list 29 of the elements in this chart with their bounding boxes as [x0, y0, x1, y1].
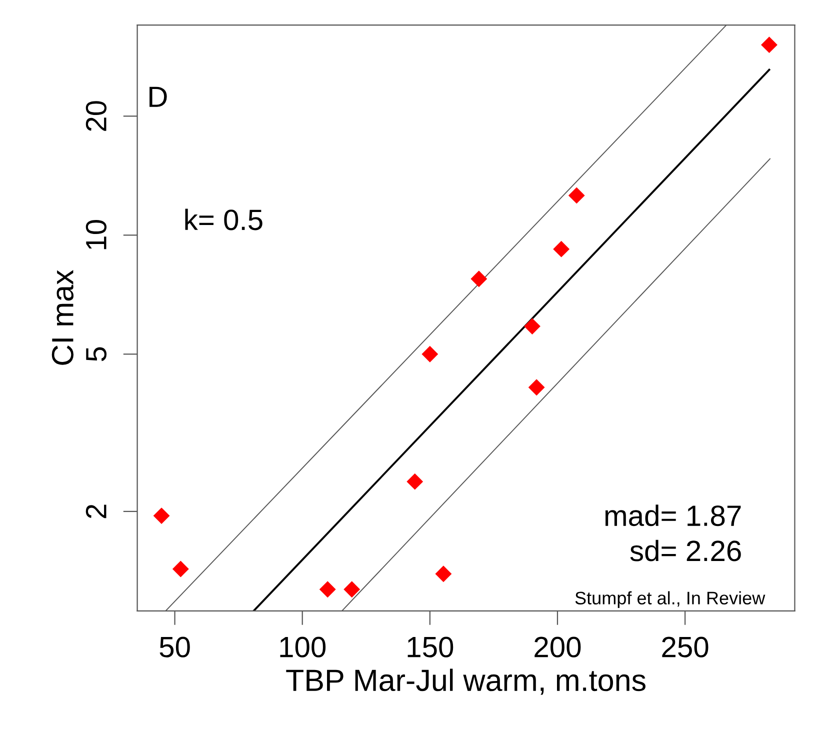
- point: [406, 473, 424, 490]
- point: [153, 508, 170, 524]
- point: [422, 346, 438, 362]
- point: [761, 36, 778, 54]
- point: [568, 187, 585, 204]
- y-axis-title: CI max: [52, 270, 74, 365]
- x-tick-label: 250: [662, 636, 708, 658]
- point: [553, 240, 570, 258]
- x-axis-title: TBP Mar-Jul warm, m.tons: [286, 668, 646, 695]
- annotation: D: [150, 86, 167, 107]
- annotation: mad= 1.87: [605, 504, 741, 526]
- annotation: Stumpf et al., In Review: [575, 591, 766, 608]
- y-tick-label: 5: [86, 347, 107, 362]
- y-tick-label: 10: [86, 220, 107, 250]
- point: [344, 581, 360, 598]
- x-tick-label: 50: [160, 636, 190, 658]
- point: [435, 566, 452, 582]
- y-tick-label: 20: [86, 101, 107, 131]
- annotation: k= 0.5: [185, 208, 262, 230]
- point: [172, 560, 189, 578]
- point: [524, 318, 540, 335]
- point: [528, 379, 545, 396]
- x-tick-label: 100: [280, 636, 326, 658]
- x-tick-label: 150: [408, 636, 454, 658]
- y-tick-label: 2: [86, 504, 106, 518]
- point: [470, 270, 488, 288]
- x-tick-label: 200: [534, 636, 581, 658]
- point: [319, 581, 336, 598]
- annotation: sd= 2.26: [630, 540, 741, 562]
